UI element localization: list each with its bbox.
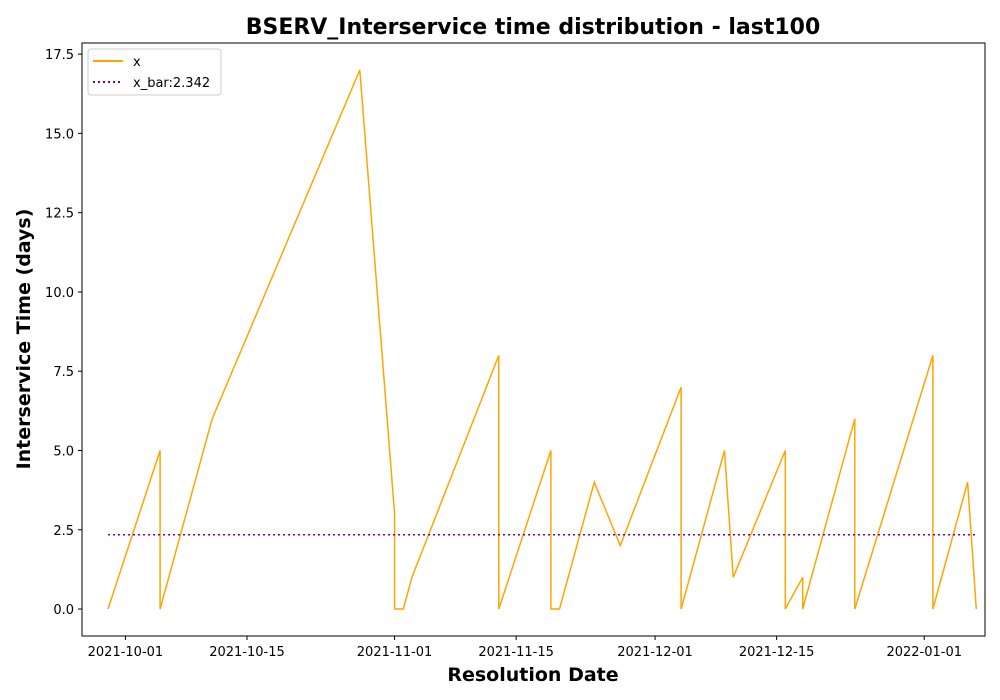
- legend-label-x-bar: x_bar:2.342: [133, 76, 210, 91]
- plot-area: [81, 42, 986, 637]
- y-tick-label: 17.5: [45, 48, 74, 63]
- x-axis: 2021-10-01 2021-10-15 2021-11-01 2021-11-15…: [88, 636, 962, 660]
- series-layer: [107, 69, 978, 610]
- y-tick-label: 12.5: [45, 207, 74, 222]
- legend-label-x: x: [133, 55, 141, 70]
- x-tick-label: 2022-01-01: [886, 645, 962, 660]
- x-tick-label: 2021-11-15: [478, 645, 554, 660]
- legend: x x_bar:2.342: [87, 48, 222, 96]
- y-axis: 0.0 2.5 5.0 7.5 10.0 12.5 15.0 17.5: [45, 48, 82, 618]
- y-axis-label: Interservice Time (days): [13, 209, 35, 470]
- y-tick-label: 0.0: [53, 603, 74, 618]
- x-axis-label: Resolution Date: [447, 664, 618, 686]
- y-tick-label: 10.0: [45, 286, 74, 301]
- x-tick-label: 2021-10-15: [209, 645, 285, 660]
- series-line-x: [107, 69, 978, 610]
- x-tick-label: 2021-10-01: [88, 645, 164, 660]
- y-tick-label: 7.5: [53, 365, 74, 380]
- x-tick-label: 2021-12-01: [617, 645, 693, 660]
- x-tick-label: 2021-12-15: [739, 645, 815, 660]
- chart-title: BSERV_Interservice time distribution - l…: [246, 15, 821, 40]
- y-tick-label: 5.0: [53, 444, 74, 459]
- y-tick-label: 15.0: [45, 127, 74, 142]
- y-tick-label: 2.5: [53, 524, 74, 539]
- x-tick-label: 2021-11-01: [357, 645, 433, 660]
